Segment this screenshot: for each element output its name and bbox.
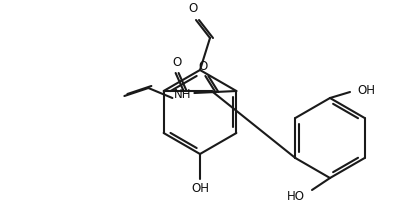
Text: O: O bbox=[199, 60, 208, 72]
Text: OH: OH bbox=[191, 182, 209, 196]
Text: OH: OH bbox=[357, 85, 375, 97]
Text: HO: HO bbox=[287, 190, 305, 202]
Text: O: O bbox=[172, 56, 181, 70]
Text: NH: NH bbox=[174, 89, 191, 101]
Text: O: O bbox=[188, 2, 198, 16]
